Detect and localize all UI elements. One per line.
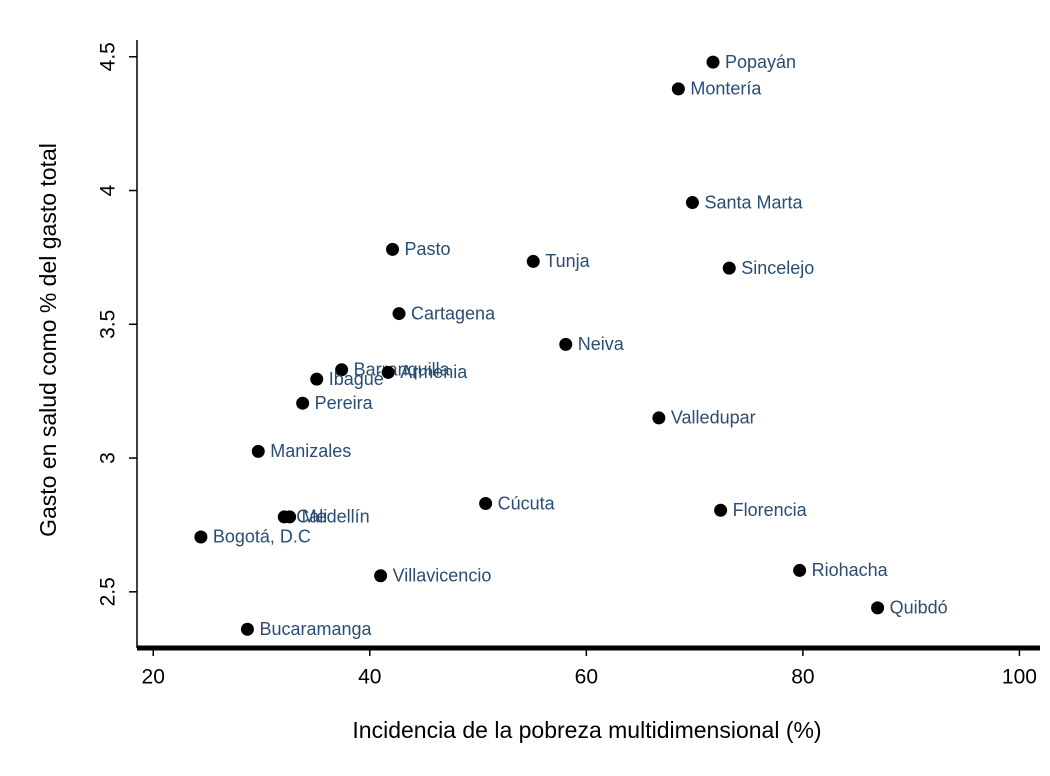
point bbox=[722, 261, 736, 275]
x-tick-label: 40 bbox=[358, 666, 381, 689]
point bbox=[240, 622, 254, 636]
x-axis-title: Incidencia de la pobreza multidimensiona… bbox=[352, 717, 821, 743]
point-label: Santa Marta bbox=[704, 192, 803, 212]
point-label: Manizales bbox=[270, 441, 351, 461]
point bbox=[871, 601, 885, 615]
point-label: Florencia bbox=[733, 500, 808, 520]
point bbox=[194, 530, 208, 544]
point bbox=[526, 254, 540, 268]
point bbox=[706, 55, 720, 69]
y-tick-label: 2.5 bbox=[97, 577, 120, 606]
y-tick-label: 4 bbox=[97, 184, 120, 196]
x-tick-label: 60 bbox=[575, 666, 598, 689]
x-tick-label: 20 bbox=[142, 666, 165, 689]
point-label: Pereira bbox=[315, 393, 374, 413]
point-label: Barranquilla bbox=[354, 360, 451, 380]
point-label: Cartagena bbox=[411, 303, 496, 323]
point bbox=[277, 510, 291, 524]
point-label: Tunja bbox=[545, 251, 590, 271]
point bbox=[310, 372, 324, 386]
point-label: Montería bbox=[690, 79, 762, 99]
point-label: Ibagué bbox=[329, 369, 384, 389]
point bbox=[392, 307, 406, 321]
point-label: Riohacha bbox=[812, 560, 889, 580]
point-label: Neiva bbox=[578, 334, 625, 354]
point bbox=[335, 363, 349, 377]
point bbox=[479, 497, 493, 511]
point bbox=[652, 411, 666, 425]
point bbox=[685, 196, 699, 210]
y-tick-label: 4.5 bbox=[97, 42, 120, 71]
point-label: Bucaramanga bbox=[259, 619, 372, 639]
point-label: Valledupar bbox=[671, 408, 756, 428]
y-tick-label: 3 bbox=[97, 452, 120, 464]
point-label: Sincelejo bbox=[741, 258, 814, 278]
point bbox=[374, 569, 388, 583]
point-label: Medellín bbox=[302, 507, 370, 527]
point bbox=[671, 82, 685, 96]
point bbox=[559, 337, 573, 351]
point-label: Armenia bbox=[400, 362, 468, 382]
point-label: Villavicencio bbox=[393, 566, 492, 586]
point-label: Cali bbox=[296, 507, 327, 527]
point bbox=[714, 503, 728, 517]
y-tick-label: 3.5 bbox=[97, 310, 120, 339]
y-axis-title: Gasto en salud como % del gasto total bbox=[35, 143, 61, 537]
point bbox=[381, 365, 395, 379]
x-tick-label: 100 bbox=[1002, 666, 1037, 689]
point bbox=[386, 242, 400, 256]
point-label: Cúcuta bbox=[498, 493, 556, 513]
point-label: Bogotá, D.C bbox=[213, 527, 311, 547]
point bbox=[793, 563, 807, 577]
point bbox=[251, 444, 265, 458]
point-label: Pasto bbox=[405, 239, 451, 259]
point bbox=[296, 396, 310, 410]
point-label: Popayán bbox=[725, 52, 796, 72]
x-tick-label: 80 bbox=[791, 666, 814, 689]
point-label: Quibdó bbox=[890, 598, 948, 618]
